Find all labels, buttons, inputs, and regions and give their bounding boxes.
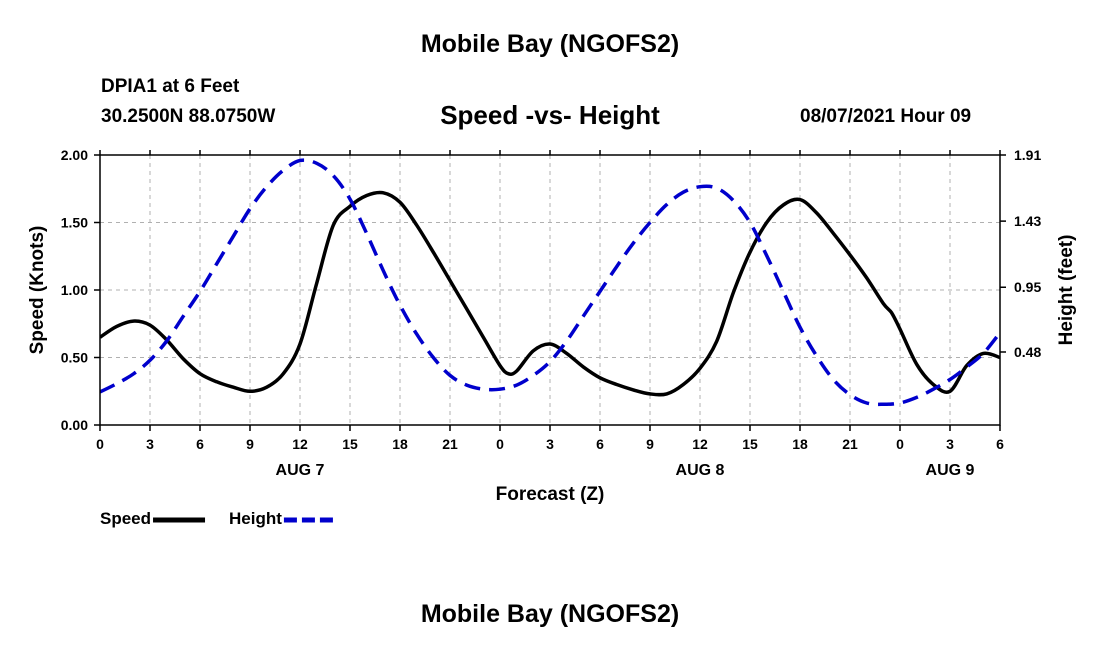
axis-labels: 0 3 6 9 12 15 18 21 0 3 6 9 12 15 18 21 0 3 6 0.00 0.50 1.00 1… [27, 147, 1077, 505]
footer-title: Mobile Bay (NGOFS2) [420, 600, 680, 628]
station-label: DPIA1 at 6 Feet [101, 76, 240, 97]
y2-tick-label: 1.91 [1014, 147, 1041, 163]
x-tick-label: 3 [546, 436, 554, 452]
forecast-datetime: 08/07/2021 Hour 09 [800, 106, 972, 127]
series-lines [100, 158, 1000, 407]
y2-tick-label: 0.95 [1014, 279, 1041, 295]
x-axis-title: Forecast (Z) [496, 484, 605, 505]
x-tick-label: 12 [692, 436, 708, 452]
y-tick-label: 2.00 [61, 147, 88, 163]
legend-label-speed: Speed [100, 509, 151, 528]
x-tick-label: 9 [246, 436, 254, 452]
x-tick-label: 9 [646, 436, 654, 452]
legend: Speed Height [100, 509, 336, 528]
date-label: AUG 7 [276, 462, 325, 479]
y-tick-label: 0.00 [61, 417, 88, 433]
station-coordinates: 30.2500N 88.0750W [101, 106, 276, 127]
y-tick-label: 1.00 [61, 282, 88, 298]
x-tick-label: 18 [392, 436, 408, 452]
x-tick-label: 3 [946, 436, 954, 452]
x-tick-label: 6 [196, 436, 204, 452]
y-axis-title: Speed (Knots) [27, 226, 48, 355]
x-tick-label: 12 [292, 436, 308, 452]
y-tick-label: 1.50 [61, 215, 88, 231]
x-tick-label: 6 [996, 436, 1004, 452]
y2-tick-label: 1.43 [1014, 213, 1041, 229]
x-tick-label: 18 [792, 436, 808, 452]
x-tick-label: 21 [842, 436, 858, 452]
axes [94, 150, 1006, 431]
x-tick-label: 0 [896, 436, 904, 452]
y2-axis-title: Height (feet) [1056, 235, 1077, 346]
x-tick-label: 0 [496, 436, 504, 452]
chart-title: Mobile Bay (NGOFS2) [420, 30, 680, 58]
series-line-speed [100, 190, 1000, 397]
legend-label-height: Height [229, 509, 282, 528]
y2-tick-label: 0.48 [1014, 344, 1041, 360]
grid-lines [100, 155, 1000, 425]
x-tick-label: 3 [146, 436, 154, 452]
x-tick-label: 15 [342, 436, 358, 452]
chart-subtitle: Speed -vs- Height [440, 100, 660, 130]
y-tick-label: 0.50 [61, 350, 88, 366]
x-tick-label: 15 [742, 436, 758, 452]
date-label: AUG 8 [676, 462, 725, 479]
x-tick-label: 6 [596, 436, 604, 452]
x-tick-label: 21 [442, 436, 458, 452]
date-label: AUG 9 [926, 462, 975, 479]
x-tick-label: 0 [96, 436, 104, 452]
